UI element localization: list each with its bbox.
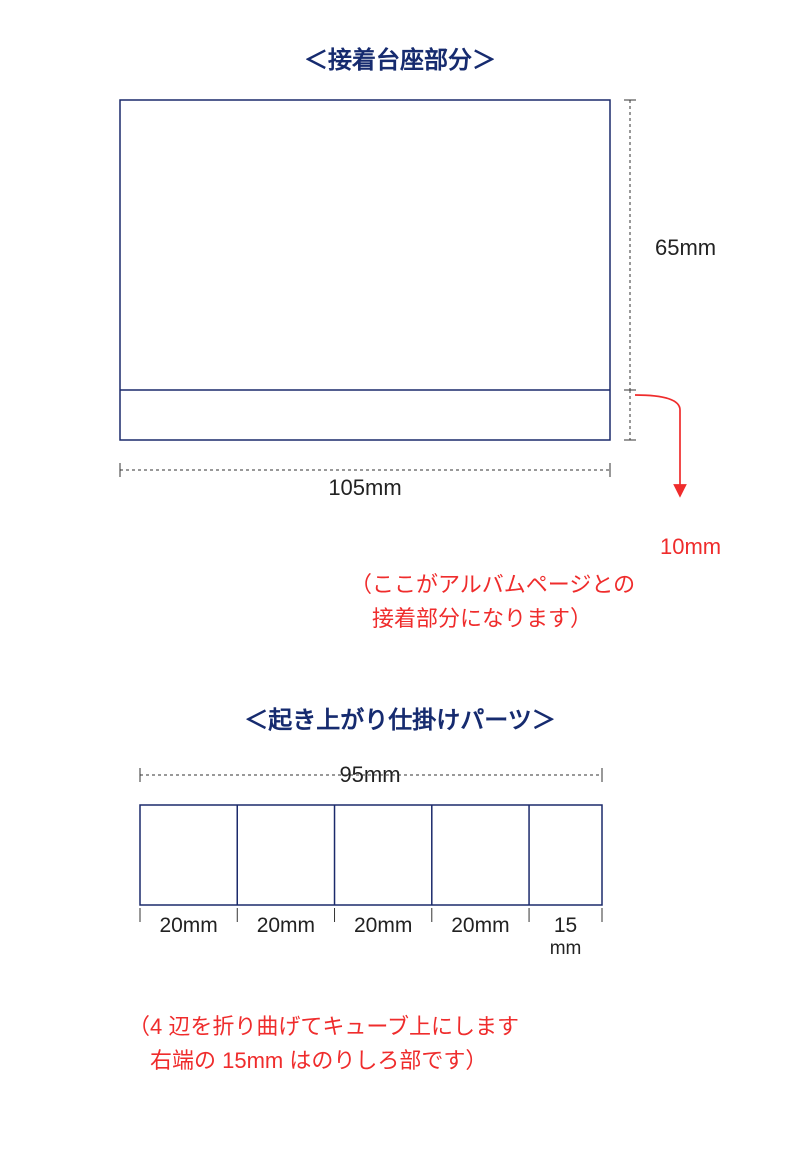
arrow-10mm: [635, 395, 680, 495]
label-10mm: 10mm: [660, 530, 721, 564]
dim-105-label: 105mm: [328, 475, 401, 500]
seg-label-15-unit: mm: [550, 938, 582, 959]
section1-note-line1: （ここがアルバムページとの: [350, 572, 635, 597]
section2-note-line1: （4 辺を折り曲げてキューブ上にします: [128, 1014, 519, 1039]
base-rect: [120, 100, 610, 440]
section1-note-line2: 接着部分になります）: [350, 606, 592, 631]
diagram-stage: ＜接着台座部分＞ 65mm 105mm 10mm （ここがアルバムページとの 接着…: [0, 0, 800, 1155]
section2-note-line2: 右端の 15mm はのりしろ部です）: [128, 1048, 487, 1073]
section2-note: （4 辺を折り曲げてキューブ上にします 右端の 15mm はのりしろ部です）: [128, 1010, 519, 1078]
seg-label: 20mm: [354, 914, 412, 937]
dim-95-label: 95mm: [339, 762, 400, 787]
section1-diagram: 65mm 105mm: [100, 90, 740, 520]
strip-rect: [140, 805, 602, 905]
section2-diagram: 95mm 20mm 20mm 20mm 20mm 15mm: [130, 760, 670, 980]
section1-note: （ここがアルバムページとの 接着部分になります）: [350, 568, 635, 636]
section1-title: ＜接着台座部分＞: [0, 40, 800, 75]
seg-label-15: 15: [554, 914, 577, 937]
seg-label: 20mm: [451, 914, 509, 937]
section2-title: ＜起き上がり仕掛けパーツ＞: [0, 700, 800, 735]
seg-label: 20mm: [257, 914, 315, 937]
dim-65-label: 65mm: [655, 235, 716, 260]
seg-label: 20mm: [159, 914, 217, 937]
